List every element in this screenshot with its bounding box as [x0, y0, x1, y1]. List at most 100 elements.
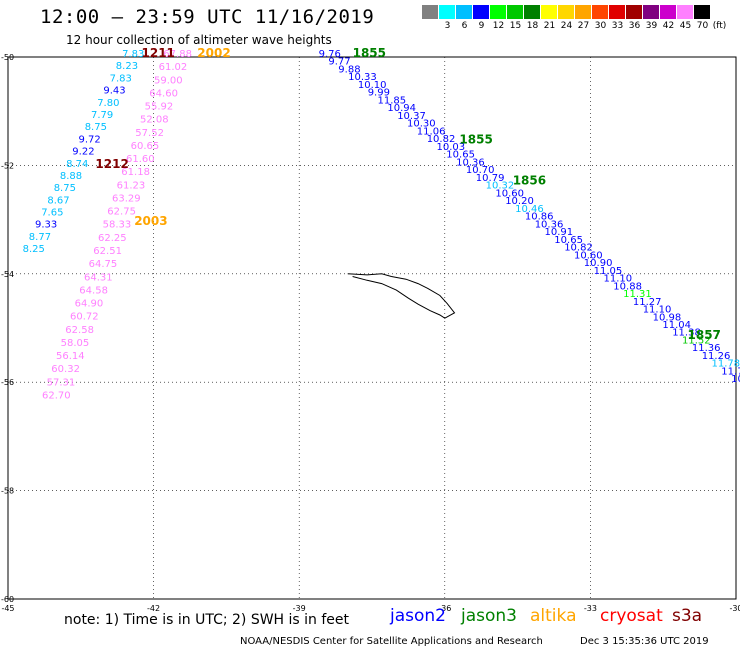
scale-tick-label: 18 — [526, 21, 539, 31]
scale-tick-label: 27 — [577, 21, 590, 31]
swh-value-west: 7.79 — [91, 110, 113, 121]
south-georgia-coastline — [347, 273, 456, 319]
swh-value-pink: 62.75 — [107, 207, 136, 218]
swh-value-east: 10.46 — [515, 204, 544, 215]
swh-value-east: 10.36 — [535, 219, 564, 230]
swh-value-east: 10.79 — [476, 173, 505, 184]
lon-tick-label: -42 — [147, 604, 160, 613]
swh-value-east: 10.91 — [545, 227, 574, 238]
swh-value-east: 10.32 — [486, 181, 515, 192]
scale-swatch — [507, 5, 524, 19]
lat-tick-label: -56 — [1, 378, 14, 387]
swh-value-east: 10.03 — [437, 142, 466, 153]
scale-swatch — [473, 5, 490, 19]
swh-value-east: 9.88 — [338, 65, 360, 76]
lon-tick-label: -36 — [438, 604, 451, 613]
swh-value-pink: 58.05 — [61, 338, 90, 349]
swh-value-east: 11.31 — [623, 289, 652, 300]
swh-value-east: 10.36 — [456, 157, 485, 168]
scale-tick-label: 45 — [679, 21, 692, 31]
satellite-legend-altika: altika — [530, 606, 577, 626]
swh-value-east: 11.27 — [633, 297, 662, 308]
scale-swatch — [541, 5, 558, 19]
scale-tick-label: 21 — [543, 21, 556, 31]
scale-unit: (ft) — [712, 21, 727, 31]
swh-value-east: 10.82 — [427, 134, 456, 145]
swh-value-east: 10.65 — [554, 235, 583, 246]
swh-value-west: 8.23 — [116, 61, 138, 72]
swh-value-west: 7.65 — [41, 208, 63, 219]
swh-value-east: 10.33 — [348, 72, 377, 83]
lat-tick-label: -60 — [1, 595, 14, 604]
swh-value-east: 10.37 — [397, 111, 426, 122]
swh-value-west: 9.43 — [103, 86, 125, 97]
color-scale: (ft) 3 6 9 12 15 18 21 24 27 30 33 36 39 42 45 70 — [422, 5, 727, 33]
swh-value-east: 11.06 — [417, 126, 446, 137]
pass-time-label: 1855 — [459, 133, 492, 147]
pass-time-label: 1211 — [142, 46, 175, 60]
swh-value-pink: 62.58 — [65, 325, 94, 336]
swh-value-pink: 61.18 — [121, 167, 150, 178]
lon-tick-label: -30 — [729, 604, 740, 613]
swh-value-east: 9.99 — [368, 88, 390, 99]
footer-credit: NOAA/NESDIS Center for Satellite Applica… — [240, 636, 543, 647]
color-scale-labels: (ft) 3 6 9 12 15 18 21 24 27 30 33 36 39 42 45 70 — [422, 19, 727, 33]
swh-value-pink: 64.31 — [84, 272, 113, 283]
lat-tick-label: -50 — [1, 53, 14, 62]
swh-value-pink: 62.25 — [98, 233, 127, 244]
scale-tick-label: 3 — [444, 21, 451, 31]
swh-value-west: 8.75 — [85, 122, 107, 133]
swh-value-east: 10.90 — [584, 258, 613, 269]
swh-value-east: 9.77 — [328, 57, 350, 68]
swh-value-west: 7.83 — [110, 73, 132, 84]
scale-swatch — [694, 5, 711, 19]
swh-value-east: 9.76 — [319, 49, 341, 60]
swh-value-west: 7.83 — [122, 49, 144, 60]
satellite-legend-jason2: jason2 — [390, 606, 446, 626]
color-scale-swatches — [422, 5, 711, 19]
footer-timestamp: Dec 3 15:35:36 UTC 2019 — [580, 636, 709, 647]
swh-value-pink: 64.60 — [149, 88, 178, 99]
scale-tick-label: 9 — [478, 21, 485, 31]
scale-swatch — [660, 5, 677, 19]
swh-value-west: 9.33 — [35, 220, 57, 231]
scale-tick-label: 24 — [560, 21, 573, 31]
swh-value-pink: 60.65 — [131, 141, 160, 152]
scale-tick-label: 33 — [611, 21, 624, 31]
lon-tick-label: -39 — [293, 604, 306, 613]
scale-tick-label: 70 — [696, 21, 709, 31]
scale-swatch — [575, 5, 592, 19]
swh-value-east: 10.30 — [407, 119, 436, 130]
lat-tick-label: -54 — [1, 270, 14, 279]
swh-value-east: 10.88 — [613, 281, 642, 292]
swh-value-pink: 64.75 — [89, 259, 118, 270]
map-note: note: 1) Time is in UTC; 2) SWH is in fe… — [64, 612, 350, 628]
scale-swatch — [439, 5, 456, 19]
swh-value-west: 9.22 — [72, 147, 94, 158]
scale-tick-label: 42 — [662, 21, 675, 31]
pass-time-label: 2003 — [134, 214, 167, 228]
swh-value-east: 11.10 — [604, 274, 633, 285]
scale-tick-label: 15 — [509, 21, 522, 31]
swh-value-pink: 57.52 — [135, 128, 164, 139]
swh-value-east: 10.60 — [495, 188, 524, 199]
swh-value-pink: 58.33 — [103, 220, 132, 231]
swh-value-pink: 64.58 — [79, 285, 108, 296]
swh-value-east: 11.78 — [712, 359, 740, 370]
swh-value-east: 11.26 — [702, 351, 731, 362]
scale-tick-label: 36 — [628, 21, 641, 31]
pass-time-label: 2002 — [197, 46, 230, 60]
scale-swatch — [643, 5, 660, 19]
pass-time-label: 1856 — [513, 173, 546, 187]
swh-value-pink: 63.29 — [112, 194, 141, 205]
swh-value-pink: 57.31 — [47, 377, 76, 388]
lon-tick-label: -45 — [1, 604, 14, 613]
swh-value-east: 10.70 — [466, 165, 495, 176]
swh-value-pink: 67.88 — [163, 49, 192, 60]
swh-value-east: 11.05 — [594, 266, 623, 277]
swh-value-pink: 61.60 — [126, 154, 155, 165]
swh-value-pink: 55.92 — [145, 102, 174, 113]
scale-swatch — [456, 5, 473, 19]
swh-value-east: 10.20 — [505, 196, 534, 207]
lon-tick-label: -33 — [584, 604, 597, 613]
